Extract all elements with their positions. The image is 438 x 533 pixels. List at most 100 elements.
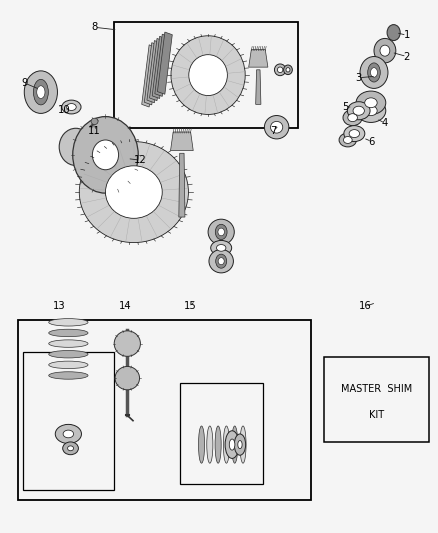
Ellipse shape bbox=[360, 56, 388, 88]
Ellipse shape bbox=[62, 100, 81, 114]
Polygon shape bbox=[179, 154, 185, 217]
Polygon shape bbox=[155, 34, 170, 96]
Bar bbox=[22, 352, 114, 490]
Ellipse shape bbox=[114, 331, 141, 357]
Ellipse shape bbox=[211, 240, 232, 255]
Ellipse shape bbox=[234, 434, 246, 455]
Ellipse shape bbox=[343, 110, 362, 126]
Ellipse shape bbox=[230, 439, 235, 450]
Polygon shape bbox=[157, 32, 172, 94]
Ellipse shape bbox=[171, 36, 245, 115]
Ellipse shape bbox=[24, 71, 57, 114]
Ellipse shape bbox=[286, 68, 290, 72]
Ellipse shape bbox=[73, 117, 138, 193]
Ellipse shape bbox=[218, 228, 224, 236]
Ellipse shape bbox=[91, 118, 98, 125]
Ellipse shape bbox=[49, 361, 88, 368]
Ellipse shape bbox=[284, 65, 292, 75]
Ellipse shape bbox=[265, 116, 289, 139]
Ellipse shape bbox=[387, 25, 400, 41]
Ellipse shape bbox=[271, 122, 283, 133]
Ellipse shape bbox=[49, 351, 88, 358]
Text: 16: 16 bbox=[359, 301, 371, 311]
Text: 3: 3 bbox=[356, 73, 362, 83]
Ellipse shape bbox=[356, 99, 386, 123]
Ellipse shape bbox=[92, 140, 119, 169]
Ellipse shape bbox=[344, 126, 365, 142]
Ellipse shape bbox=[118, 150, 144, 179]
Ellipse shape bbox=[49, 319, 88, 326]
Polygon shape bbox=[150, 38, 164, 101]
Ellipse shape bbox=[365, 106, 377, 116]
Ellipse shape bbox=[348, 114, 357, 122]
Text: 1: 1 bbox=[403, 30, 410, 41]
Ellipse shape bbox=[33, 79, 48, 105]
Ellipse shape bbox=[67, 103, 76, 110]
Ellipse shape bbox=[349, 130, 360, 138]
Bar bbox=[18, 320, 311, 500]
Ellipse shape bbox=[37, 86, 45, 99]
Text: MASTER  SHIM: MASTER SHIM bbox=[341, 384, 412, 394]
Ellipse shape bbox=[63, 442, 78, 455]
Text: 10: 10 bbox=[58, 104, 71, 115]
Text: 8: 8 bbox=[92, 22, 98, 33]
Ellipse shape bbox=[189, 55, 227, 95]
Text: 9: 9 bbox=[21, 78, 28, 88]
Ellipse shape bbox=[207, 426, 213, 463]
Ellipse shape bbox=[356, 91, 386, 115]
Ellipse shape bbox=[215, 426, 221, 463]
Ellipse shape bbox=[277, 67, 283, 72]
Polygon shape bbox=[152, 36, 167, 99]
Ellipse shape bbox=[215, 224, 227, 240]
Text: 6: 6 bbox=[369, 136, 375, 147]
Text: 13: 13 bbox=[53, 301, 66, 311]
Ellipse shape bbox=[225, 431, 239, 458]
Text: 12: 12 bbox=[134, 155, 147, 165]
Ellipse shape bbox=[275, 64, 286, 76]
Text: 4: 4 bbox=[382, 118, 388, 128]
Bar bbox=[324, 357, 428, 442]
Polygon shape bbox=[249, 50, 268, 67]
Ellipse shape bbox=[343, 136, 352, 143]
Text: 11: 11 bbox=[88, 126, 101, 136]
Polygon shape bbox=[145, 43, 159, 105]
Ellipse shape bbox=[59, 128, 92, 165]
Text: 14: 14 bbox=[119, 301, 131, 311]
Ellipse shape bbox=[238, 441, 242, 449]
Ellipse shape bbox=[55, 424, 81, 443]
Ellipse shape bbox=[353, 106, 364, 115]
Ellipse shape bbox=[49, 340, 88, 348]
Ellipse shape bbox=[49, 372, 88, 379]
Polygon shape bbox=[142, 45, 156, 107]
Ellipse shape bbox=[240, 426, 246, 463]
Ellipse shape bbox=[374, 38, 396, 63]
Bar bbox=[114, 22, 297, 128]
Polygon shape bbox=[170, 132, 193, 151]
Bar bbox=[180, 383, 263, 484]
Ellipse shape bbox=[380, 45, 390, 56]
Text: 7: 7 bbox=[270, 126, 277, 136]
Text: KIT: KIT bbox=[369, 410, 384, 419]
Ellipse shape bbox=[347, 102, 370, 120]
Polygon shape bbox=[256, 70, 261, 104]
Ellipse shape bbox=[115, 367, 140, 390]
Ellipse shape bbox=[63, 430, 74, 438]
Ellipse shape bbox=[368, 63, 380, 82]
Ellipse shape bbox=[209, 249, 233, 273]
Text: 15: 15 bbox=[184, 301, 197, 311]
Ellipse shape bbox=[106, 166, 162, 219]
Ellipse shape bbox=[218, 257, 224, 265]
Ellipse shape bbox=[365, 98, 377, 108]
Ellipse shape bbox=[67, 446, 74, 451]
Ellipse shape bbox=[198, 426, 205, 463]
Ellipse shape bbox=[232, 426, 238, 463]
Ellipse shape bbox=[339, 133, 357, 147]
Ellipse shape bbox=[223, 426, 230, 463]
Text: 2: 2 bbox=[403, 52, 410, 61]
Text: 5: 5 bbox=[343, 102, 349, 112]
Ellipse shape bbox=[215, 254, 227, 268]
Ellipse shape bbox=[79, 142, 188, 243]
Ellipse shape bbox=[216, 245, 226, 251]
Polygon shape bbox=[147, 41, 162, 103]
Ellipse shape bbox=[371, 68, 378, 77]
